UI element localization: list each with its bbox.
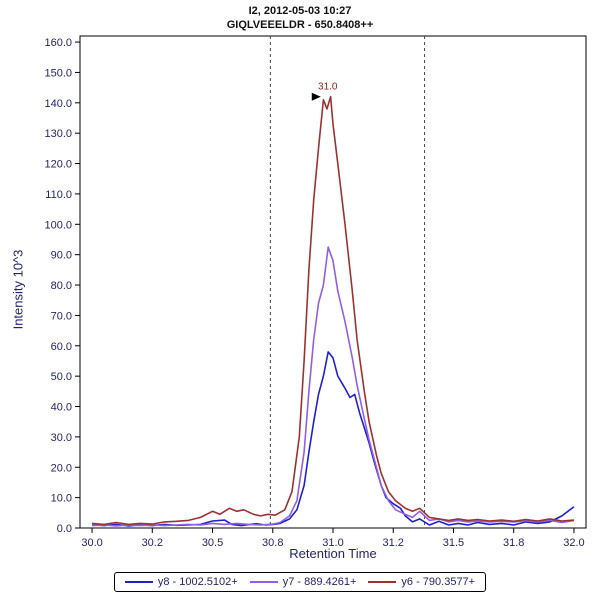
y-tick-label: 20.0 xyxy=(51,462,72,474)
y-tick-label: 140.0 xyxy=(44,98,72,110)
chart-titles: I2, 2012-05-03 10:27 GIQLVEEELDR - 650.8… xyxy=(0,4,600,32)
x-tick-label: 30.2 xyxy=(142,537,163,549)
y-tick-label: 70.0 xyxy=(51,310,72,322)
legend-item[interactable]: y6 - 790.3577+ xyxy=(368,576,475,588)
legend-label: y8 - 1002.5102+ xyxy=(157,576,238,588)
peak-apex-marker-icon xyxy=(311,92,321,101)
y-tick-label: 160.0 xyxy=(44,37,72,49)
chart-subtitle: GIQLVEEELDR - 650.8408++ xyxy=(226,19,374,31)
series-line-0 xyxy=(91,351,575,527)
x-tick-label: 31.5 xyxy=(443,537,464,549)
y-tick-label: 100.0 xyxy=(44,219,72,231)
y-tick-label: 10.0 xyxy=(51,493,72,505)
plot-frame xyxy=(79,35,587,529)
series-line-1 xyxy=(91,246,575,527)
legend-line-swatch xyxy=(124,581,153,583)
y-tick-label: 80.0 xyxy=(51,280,72,292)
y-tick-label: 0.0 xyxy=(57,523,72,535)
x-tick-label: 31.0 xyxy=(322,537,343,549)
legend-label: y6 - 790.3577+ xyxy=(401,576,476,588)
chromatogram-plot[interactable]: 0.0 10.0 20.0 30.0 40.0 50.0 60.0 70.0 80.0 90.0 1… xyxy=(0,0,600,560)
peak-annotation: 31.0 xyxy=(318,82,338,93)
legend-line-swatch xyxy=(249,581,278,583)
y-tick-label: 60.0 xyxy=(51,341,72,353)
y-axis-label: Intensity 10^3 xyxy=(10,249,26,330)
legend-item[interactable]: y7 - 889.4261+ xyxy=(249,576,357,588)
chart-title: I2, 2012-05-03 10:27 xyxy=(248,5,352,17)
y-tick-label: 50.0 xyxy=(51,371,72,383)
x-tick-label: 30.5 xyxy=(202,537,223,549)
legend-item[interactable]: y8 - 1002.5102+ xyxy=(124,576,238,588)
series-line-2 xyxy=(91,95,575,526)
y-tick-label: 30.0 xyxy=(51,432,72,444)
x-tick-label: 31.8 xyxy=(503,537,524,549)
y-tick-label: 130.0 xyxy=(44,128,72,140)
x-tick-label: 30.0 xyxy=(81,537,102,549)
y-tick-label: 110.0 xyxy=(45,189,72,201)
legend-label: y7 - 889.4261+ xyxy=(282,576,357,588)
legend-box: y8 - 1002.5102+ y7 - 889.4261+ y6 - 790.35… xyxy=(113,572,487,592)
x-tick-label: 31.2 xyxy=(383,537,404,549)
y-tick-label: 120.0 xyxy=(44,159,72,171)
y-tick-label: 90.0 xyxy=(51,250,72,262)
legend: y8 - 1002.5102+ y7 - 889.4261+ y6 - 790.35… xyxy=(0,572,600,592)
y-tick-label: 40.0 xyxy=(51,402,72,414)
y-tick-label: 150.0 xyxy=(44,67,72,79)
x-tick-label: 32.0 xyxy=(563,537,584,549)
legend-line-swatch xyxy=(368,581,397,583)
x-axis-label: Retention Time xyxy=(289,546,377,561)
x-tick-label: 30.8 xyxy=(262,537,283,549)
